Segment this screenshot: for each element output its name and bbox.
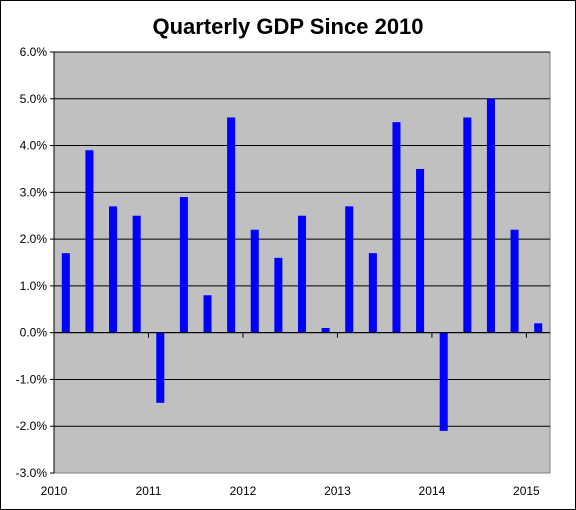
bar (486, 98, 495, 333)
y-tick-label: -3.0% (16, 466, 48, 480)
bar (85, 150, 94, 333)
bar (274, 257, 283, 333)
x-tick-label: 2011 (136, 484, 162, 498)
y-tick-label: 5.0% (20, 92, 48, 106)
bar (534, 323, 543, 333)
bar (156, 332, 165, 403)
x-tick-label: 2010 (41, 484, 68, 498)
bar (203, 295, 212, 333)
bar (416, 168, 425, 333)
bar (61, 253, 70, 333)
bar (345, 206, 354, 333)
x-tick-label: 2013 (324, 484, 351, 498)
bar (227, 117, 236, 333)
y-tick-label: 3.0% (20, 185, 48, 199)
bar (179, 197, 188, 333)
bar (439, 332, 448, 431)
bar (463, 117, 472, 333)
y-tick-label: 2.0% (20, 232, 48, 246)
y-tick-label: 4.0% (20, 139, 48, 153)
bar (132, 215, 141, 333)
bar (321, 327, 330, 333)
y-tick-label: 6.0% (20, 45, 48, 59)
bar (109, 206, 118, 333)
y-tick-label: -1.0% (16, 372, 48, 386)
bar (392, 122, 401, 333)
x-tick-label: 2015 (513, 484, 540, 498)
x-tick-label: 2012 (230, 484, 257, 498)
bar (368, 253, 377, 333)
y-tick-label: 0.0% (20, 326, 48, 340)
bar (510, 229, 519, 333)
bar (297, 215, 307, 333)
x-tick-label: 2014 (419, 484, 446, 498)
chart-title: Quarterly GDP Since 2010 (152, 14, 424, 39)
bar (250, 229, 259, 333)
y-tick-label: -2.0% (16, 419, 48, 433)
y-tick-label: 1.0% (20, 279, 48, 293)
